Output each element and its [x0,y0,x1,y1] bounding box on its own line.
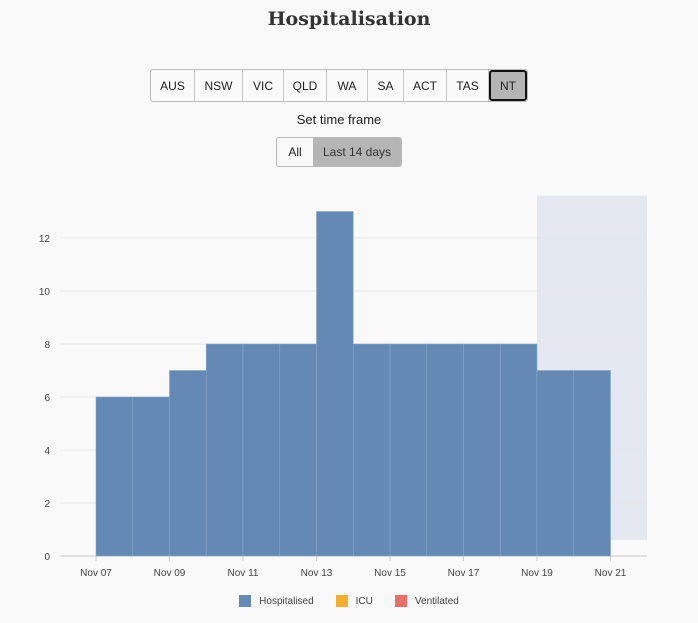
region-tab-wa[interactable]: WA [327,70,368,101]
y-tick-label: 0 [44,552,50,563]
bar [389,343,428,557]
legend-item-hospitalised[interactable]: Hospitalised [239,595,314,607]
time-frame-tabs: All Last 14 days [276,137,402,167]
x-tick-label: Nov 21 [595,568,627,579]
bar [426,343,464,557]
time-frame-tab-all[interactable]: All [288,145,302,159]
y-tick-label: 4 [44,446,50,457]
legend-label: Hospitalised [259,595,314,607]
y-tick-label: 8 [44,340,50,351]
region-tab-sa[interactable]: SA [368,70,404,101]
bar [536,370,575,557]
x-tick-label: Nov 17 [448,568,480,579]
time-frame-tab-last-14-days[interactable]: Last 14 days [313,138,401,166]
bar [352,343,391,557]
x-tick-label: Nov 13 [301,568,333,579]
bar [499,343,538,557]
bar [205,343,244,557]
y-tick-label: 6 [44,393,50,404]
bar [279,343,317,557]
x-tick-label: Nov 19 [521,568,553,579]
region-tab-aus[interactable]: AUS [151,70,195,101]
x-tick-label: Nov 09 [154,568,186,579]
hospitalisation-chart: 0 2 4 6 8 10 12 Nov 07 Nov 09 Nov 11 Nov 13 Nov 15 N… [39,195,647,579]
legend-label: Ventilated [414,595,459,607]
x-tick-label: Nov 07 [80,568,112,579]
y-tick-label: 12 [39,234,51,245]
x-tick-label: Nov 11 [228,568,259,579]
bar [316,211,354,557]
legend-label: ICU [355,595,373,607]
legend-item-ventilated[interactable]: Ventilated [394,595,459,607]
time-frame-label: Set time frame [296,112,382,127]
bar [169,370,207,557]
y-tick-label: 2 [44,499,50,510]
region-tab-vic[interactable]: VIC [243,70,284,101]
region-tab-act[interactable]: ACT [404,70,447,101]
region-tabs: AUS NSW VIC QLD WA SA ACT TAS NT [150,69,528,102]
region-tab-qld[interactable]: QLD [284,70,327,101]
bar [95,396,134,557]
region-tab-nsw[interactable]: NSW [195,70,243,101]
legend-swatch [394,595,407,607]
region-tab-nt[interactable]: NT [489,70,527,101]
bar [132,396,170,557]
legend: Hospitalised ICU Ventilated [0,595,698,607]
bar [463,343,501,557]
legend-swatch [335,595,348,607]
x-tick-label: Nov 15 [374,568,406,579]
bar [573,370,611,557]
region-tab-tas[interactable]: TAS [447,70,489,101]
y-tick-label: 10 [39,287,51,298]
bar [242,343,281,557]
chart-title: Hospitalisation [267,8,431,30]
legend-swatch [239,595,252,607]
legend-item-icu[interactable]: ICU [335,595,373,607]
